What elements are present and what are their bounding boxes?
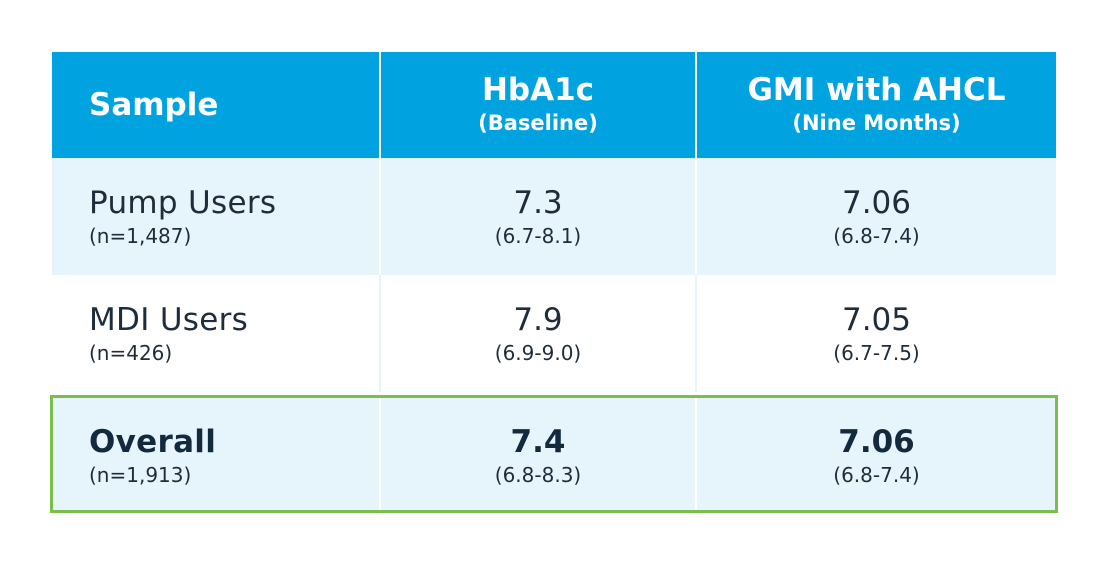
- row-sample-size: (n=1,913): [89, 463, 192, 487]
- hba1c-value: 7.9: [513, 301, 563, 338]
- table-row-mdi-users: MDI Users (n=426) 7.9 (6.9-9.0) 7.05 (6.…: [52, 275, 1056, 392]
- gmi-range: (6.8-7.4): [833, 463, 920, 487]
- row-label-cell: Pump Users (n=1,487): [52, 158, 381, 275]
- header-gmi-label: GMI with AHCL: [747, 72, 1006, 108]
- gmi-cell: 7.05 (6.7-7.5): [697, 275, 1056, 392]
- table-row-pump-users: Pump Users (n=1,487) 7.3 (6.7-8.1) 7.06 …: [52, 158, 1056, 275]
- header-hba1c-sublabel: (Baseline): [478, 111, 598, 135]
- table-row-overall: Overall (n=1,913) 7.4 (6.8-8.3) 7.06 (6.…: [50, 395, 1058, 514]
- hba1c-cell: 7.3 (6.7-8.1): [381, 158, 697, 275]
- hba1c-cell: 7.4 (6.8-8.3): [381, 398, 697, 514]
- gmi-value: 7.06: [841, 184, 912, 221]
- hba1c-value: 7.3: [513, 184, 563, 221]
- results-table: Sample HbA1c (Baseline) GMI with AHCL (N…: [50, 52, 1058, 514]
- header-sample: Sample: [52, 52, 381, 158]
- gmi-value: 7.05: [841, 301, 912, 338]
- row-label: Overall: [89, 424, 217, 460]
- hba1c-range: (6.9-9.0): [494, 340, 582, 365]
- header-gmi: GMI with AHCL (Nine Months): [697, 52, 1056, 158]
- gmi-range: (6.8-7.4): [833, 223, 920, 248]
- gmi-cell: 7.06 (6.8-7.4): [697, 158, 1056, 275]
- header-hba1c-label: HbA1c: [481, 72, 595, 108]
- header-hba1c: HbA1c (Baseline): [381, 52, 697, 158]
- row-sample-size: (n=426): [89, 340, 173, 365]
- gmi-range: (6.7-7.5): [833, 340, 920, 365]
- row-label-cell: MDI Users (n=426): [52, 275, 381, 392]
- table-header: Sample HbA1c (Baseline) GMI with AHCL (N…: [52, 52, 1056, 158]
- header-sample-label: Sample: [89, 87, 219, 123]
- row-label: MDI Users: [89, 301, 249, 338]
- hba1c-range: (6.8-8.3): [494, 463, 582, 487]
- hba1c-range: (6.7-8.1): [494, 223, 582, 248]
- hba1c-cell: 7.9 (6.9-9.0): [381, 275, 697, 392]
- row-sample-size: (n=1,487): [89, 223, 192, 248]
- header-gmi-sublabel: (Nine Months): [792, 111, 961, 135]
- hba1c-value: 7.4: [510, 424, 566, 460]
- row-label-cell: Overall (n=1,913): [52, 398, 381, 514]
- gmi-value: 7.06: [838, 424, 915, 460]
- gmi-cell: 7.06 (6.8-7.4): [697, 398, 1056, 514]
- row-label: Pump Users: [89, 184, 277, 221]
